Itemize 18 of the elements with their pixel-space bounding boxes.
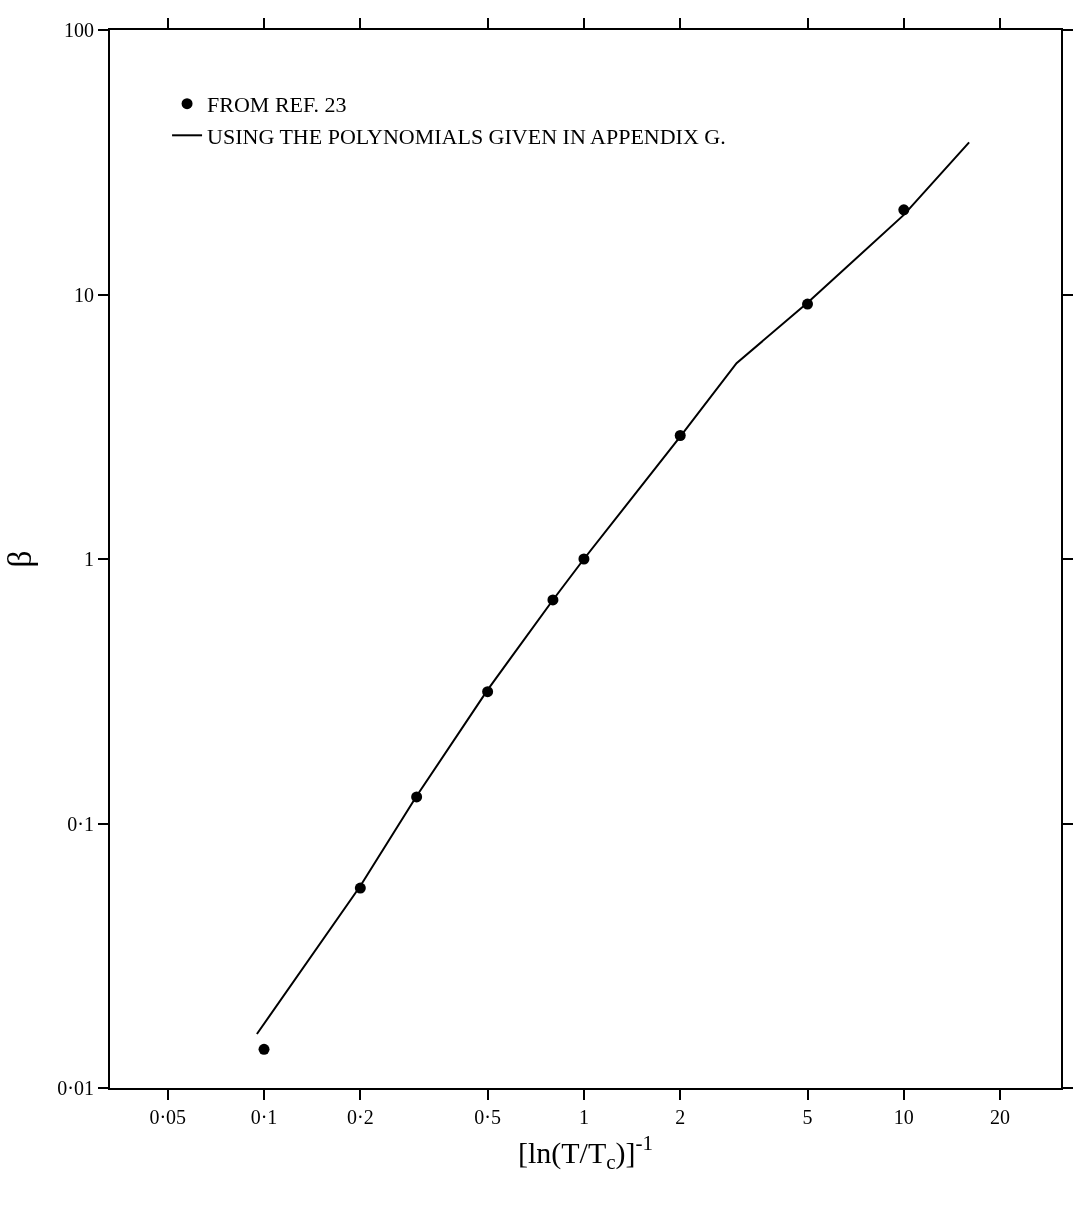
y-tick-label: 0·1 bbox=[67, 812, 94, 835]
x-tick-label: 0·2 bbox=[346, 1106, 374, 1128]
y-tick-label: 100 bbox=[64, 19, 94, 41]
legend-label: FROM REF. 23 bbox=[207, 92, 347, 118]
x-tick-label: 5 bbox=[802, 1106, 813, 1128]
x-tick-label: 0·05 bbox=[149, 1106, 187, 1128]
x-tick-label: 0·5 bbox=[474, 1106, 501, 1128]
x-tick-label: 20 bbox=[990, 1106, 1011, 1128]
x-axis-title: [ln(T/T$_{c}$)]$^{-1}$ bbox=[517, 1131, 654, 1175]
y-tick-label: 1 bbox=[84, 548, 94, 570]
y-axis-title: β bbox=[1, 550, 39, 568]
x-tick-label: 2 bbox=[675, 1106, 686, 1128]
y-tick-label: 10 bbox=[74, 283, 94, 306]
x-tick-label: 1 bbox=[578, 1106, 589, 1128]
legend-label: USING THE POLYNOMIALS GIVEN IN APPENDIX G. bbox=[207, 123, 726, 149]
y-tick-label: 0·01 bbox=[57, 1077, 94, 1099]
x-tick-label: 0·1 bbox=[250, 1106, 278, 1128]
x-tick-label: 10 bbox=[893, 1106, 914, 1128]
